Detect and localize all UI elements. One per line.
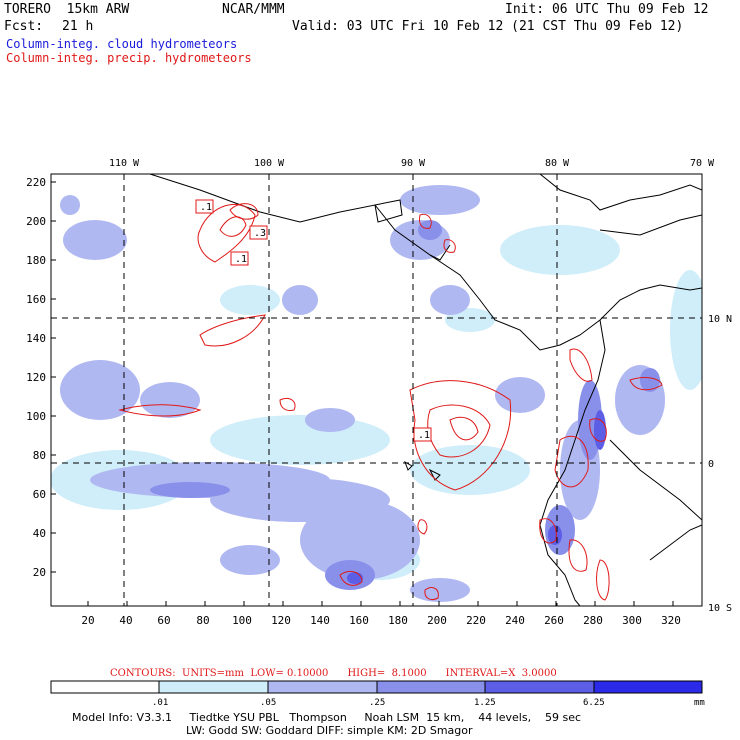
x-tick-label: 160 (349, 614, 369, 627)
lat-label: 0 (708, 459, 714, 470)
plot-frame (50, 173, 703, 607)
x-tick-label: 180 (388, 614, 408, 627)
coastlines (149, 174, 702, 606)
lon-label: 70 W (690, 158, 715, 169)
contour-label: .3 (254, 228, 266, 239)
org-label: NCAR/MMM (222, 2, 285, 17)
model-title: TORERO 15km ARW (4, 2, 130, 17)
x-tick-label: 80 (196, 614, 209, 627)
colorbar-segment (593, 680, 703, 694)
x-tick-label: 20 (81, 614, 94, 627)
cloud-shading (51, 185, 702, 602)
x-tick-label: 100 (232, 614, 252, 627)
y-tick-label: 100 (26, 410, 46, 423)
contour-label-boxes (195, 199, 432, 442)
colorbar-segment (50, 680, 160, 694)
legend-precip: Column-integ. precip. hydrometeors (6, 51, 252, 65)
y-tick-label: 140 (26, 332, 46, 345)
x-tick-label: 300 (622, 614, 642, 627)
y-tick-label: 40 (33, 527, 46, 540)
colorbar-label: .05 (260, 698, 277, 708)
y-tick-label: 160 (26, 293, 46, 306)
init-time: Init: 06 UTC Thu 09 Feb 12 (505, 2, 709, 17)
x-tick-label: 140 (310, 614, 330, 627)
x-tick-label: 280 (583, 614, 603, 627)
contour-label: .1 (235, 254, 247, 265)
contours-info: CONTOURS: UNITS=mm LOW= 0.10000 HIGH= 8.… (110, 668, 557, 679)
colorbar-segment (158, 680, 269, 694)
y-tick-label: 20 (33, 566, 46, 579)
x-tick-label: 220 (466, 614, 486, 627)
y-tick-label: 180 (26, 254, 46, 267)
x-tick-label: 120 (271, 614, 291, 627)
tick-marks (51, 181, 674, 606)
x-tick-label: 240 (505, 614, 525, 627)
contour-label: .1 (200, 202, 212, 213)
colorbar-label: .01 (152, 698, 169, 708)
x-tick-label: 320 (661, 614, 681, 627)
valid-time: Valid: 03 UTC Fri 10 Feb 12 (21 CST Thu … (292, 19, 684, 34)
colorbar-segment (267, 680, 378, 694)
lat-label: 10 N (708, 314, 732, 325)
lon-label: 100 W (254, 158, 285, 169)
graticule (51, 174, 702, 606)
model-info: Model Info: V3.3.1 Tiedtke YSU PBL Thomp… (72, 711, 582, 724)
y-tick-label: 200 (26, 215, 46, 228)
x-tick-label: 60 (157, 614, 170, 627)
lat-label: 10 S (708, 603, 732, 614)
x-tick-label: 200 (427, 614, 447, 627)
y-tick-label: 60 (33, 488, 46, 501)
colorbar-unit: mm (694, 698, 705, 708)
colorbar-label: .25 (369, 698, 386, 708)
legend-cloud: Column-integ. cloud hydrometeors (6, 37, 238, 51)
colorbar-label: 1.25 (474, 698, 496, 708)
colorbar-label: 6.25 (583, 698, 605, 708)
lon-label: 110 W (109, 158, 140, 169)
colorbar-segment (484, 680, 595, 694)
x-tick-label: 260 (544, 614, 564, 627)
fcst-value: 21 h (62, 19, 94, 34)
lon-label: 90 W (401, 158, 426, 169)
model-info-physics: LW: Godd SW: Goddard DIFF: simple KM: 2D… (186, 724, 473, 737)
colorbar (50, 680, 703, 694)
fcst-label: Fcst: (4, 19, 44, 34)
contour-label: .1 (418, 430, 430, 441)
y-tick-label: 120 (26, 371, 46, 384)
x-tick-label: 40 (119, 614, 132, 627)
lon-label: 80 W (545, 158, 570, 169)
y-tick-label: 80 (33, 449, 46, 462)
colorbar-segment (376, 680, 486, 694)
y-tick-label: 220 (26, 176, 46, 189)
